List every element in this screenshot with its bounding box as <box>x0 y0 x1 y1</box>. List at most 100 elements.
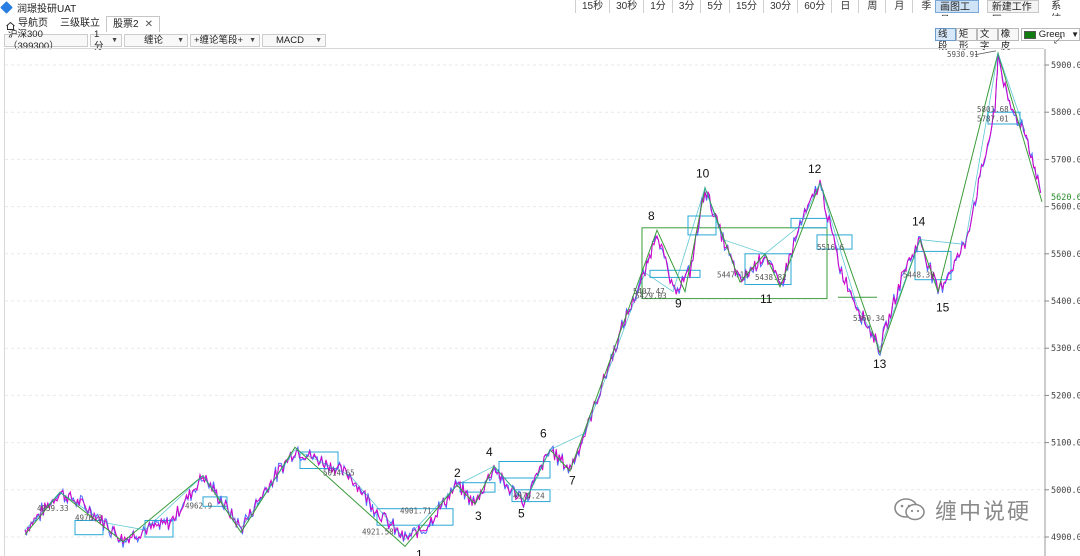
pivot-box <box>987 111 1021 125</box>
pivot-box <box>641 227 828 300</box>
segment-number-label: 14 <box>912 215 926 229</box>
system-menu-button[interactable]: 系统 <box>1051 1 1062 25</box>
segment-number-label: 3 <box>475 509 482 523</box>
y-tick-label: 4900.00 <box>1051 533 1080 543</box>
period-button[interactable]: 周 <box>858 0 885 13</box>
segment-number-label: 8 <box>648 209 655 223</box>
pivot-box <box>202 496 228 507</box>
chevron-down-icon: ▼ <box>177 36 184 44</box>
pivot-box <box>649 269 701 278</box>
tab-strip: 导航页 三级联立 股票2 ✕ 线段 矩形 文字 橡皮 Green ▼ <box>0 16 1080 52</box>
period-select[interactable]: 1分 ▼ <box>90 29 122 52</box>
tab-label: 三级联立 <box>60 18 100 29</box>
text-tool-button[interactable]: 文字 <box>976 28 998 52</box>
chevron-down-icon: ▼ <box>315 36 322 44</box>
pivot-value-label: 4962.9 <box>185 502 212 511</box>
title-bar: 润璟投研UAT 15秒30秒1分3分5分15分30分60分日周月季年 画图工具 … <box>0 0 1080 26</box>
segment-number-label: 11 <box>760 292 773 306</box>
segment-lines <box>24 51 1043 548</box>
y-tick-label: 5900.00 <box>1051 61 1080 71</box>
pivot-value-label: 5448.39 <box>903 270 935 279</box>
indicator1-value: 缠论 <box>144 34 164 46</box>
draw-tools-button[interactable]: 画图工具 <box>935 0 979 26</box>
period-button[interactable]: 季 <box>912 0 939 13</box>
y-tick-label: 5100.00 <box>1051 439 1080 449</box>
wechat-icon <box>893 497 927 523</box>
eraser-tool-button[interactable]: 橡皮 <box>997 28 1019 52</box>
tab-three-level[interactable]: 三级联立 <box>54 16 106 32</box>
pivot-box <box>790 217 828 229</box>
period-button[interactable]: 60分 <box>797 0 831 13</box>
period-button[interactable]: 5分 <box>700 0 729 13</box>
segment-tool-button[interactable]: 线段 <box>935 28 956 52</box>
period-button[interactable]: 月 <box>885 0 912 13</box>
period-button[interactable]: 30秒 <box>609 0 643 13</box>
period-button[interactable]: 3分 <box>671 0 701 13</box>
gridlines <box>5 64 1045 538</box>
period-button[interactable]: 15分 <box>728 0 763 13</box>
color-select-value: Green <box>1038 29 1066 40</box>
indicator1-select[interactable]: 缠论 ▼ <box>124 34 188 47</box>
high-price-pointer <box>974 50 997 56</box>
pivot-value-label: 4901.71 <box>400 506 432 515</box>
tab-navigation[interactable]: 导航页 <box>0 16 54 32</box>
chart-labels: 1234567891011121314154959.334970.34962.9… <box>37 50 1009 556</box>
tab-label: 导航页 <box>18 18 48 29</box>
chart-area[interactable]: 1 2 3 4 5 6 7 8 9 10 11 12 13 14 15 4959.33 4970.3 4962.9… <box>4 48 1080 556</box>
segment-number-label: 5 <box>518 507 525 521</box>
pivot-value-label: 5801.68 <box>977 105 1009 114</box>
y-tick-label: 5400.00 <box>1051 297 1080 307</box>
current-price-label: 5620.68 <box>1051 193 1080 203</box>
rect-tool-button[interactable]: 矩形 <box>955 28 977 52</box>
period-button[interactable]: 日 <box>831 0 858 13</box>
pivot-value-label: 5438.82 <box>755 273 787 282</box>
tab-stock2[interactable]: 股票2 ✕ <box>106 16 160 32</box>
symbol-value: 沪深300（399300） <box>8 28 59 52</box>
pivot-value-label: 5360.34 <box>853 314 885 323</box>
watermark-text: 缠中说硬 <box>935 500 1032 525</box>
segment-number-label: 4 <box>486 445 493 459</box>
period-value: 1分 <box>94 28 104 52</box>
new-workspace-button[interactable]: 新建工作区 <box>986 0 1040 26</box>
pivot-box <box>459 482 496 493</box>
segment-number-label: 2 <box>454 466 461 480</box>
segment-number-label: 10 <box>696 167 710 181</box>
fullscreen-icon[interactable]: ⤢ <box>1054 35 1062 46</box>
pivot-box <box>816 234 853 250</box>
pivot-value-label: 5014.65 <box>323 469 355 478</box>
price-line-magenta <box>24 52 1042 544</box>
pivot-value-label: 5516.6 <box>817 243 845 252</box>
color-select[interactable]: Green ▼ <box>1020 28 1080 41</box>
period-button[interactable]: 30分 <box>763 0 797 13</box>
drawing-tools: 线段 矩形 文字 橡皮 Green ▼ <box>935 28 1080 52</box>
pivot-boxes <box>74 111 1021 538</box>
chevron-down-icon: ▼ <box>1071 30 1080 39</box>
pivot-box <box>376 508 454 526</box>
symbol-select[interactable]: 沪深300（399300） <box>4 29 88 52</box>
color-swatch <box>1023 30 1036 39</box>
period-button[interactable]: 1分 <box>643 0 672 13</box>
y-tick-label: 5500.00 <box>1051 250 1080 260</box>
y-tick-label: 5600.00 <box>1051 203 1080 213</box>
indicator-bar: 沪深300（399300） 1分 ▼ 缠论 ▼ +缠论笔段+ ▼ MACD ▼ <box>4 29 328 52</box>
pivot-value-label: 5407.47 <box>633 287 665 296</box>
price-chart[interactable]: 1234567891011121314154959.334970.34962.9… <box>5 49 1080 556</box>
pivot-value-label: 5447.15 <box>717 270 749 279</box>
y-tick-label: 5200.00 <box>1051 391 1080 401</box>
close-icon[interactable]: ✕ <box>144 18 153 30</box>
app-title: 润璟投研UAT <box>17 3 77 15</box>
tab-label: 股票2 <box>113 18 139 30</box>
indicator2-select[interactable]: +缠论笔段+ ▼ <box>190 34 260 47</box>
y-tick-label: 5000.00 <box>1051 486 1080 496</box>
period-button[interactable]: 15秒 <box>575 0 609 13</box>
segment-number-label: 7 <box>569 474 576 488</box>
segment-number-label: 15 <box>936 301 950 315</box>
segment-number-label: 13 <box>873 357 887 371</box>
segment-number-label: 6 <box>540 427 547 441</box>
indicator3-value: MACD <box>276 34 304 46</box>
segment-number-label: 1 <box>416 547 423 556</box>
pivot-value-label: 4959.33 <box>37 504 69 513</box>
y-tick-label: 5800.00 <box>1051 108 1080 118</box>
indicator3-select[interactable]: MACD ▼ <box>262 34 326 47</box>
period-selector: 15秒30秒1分3分5分15分30分60分日周月季年 <box>575 0 967 13</box>
